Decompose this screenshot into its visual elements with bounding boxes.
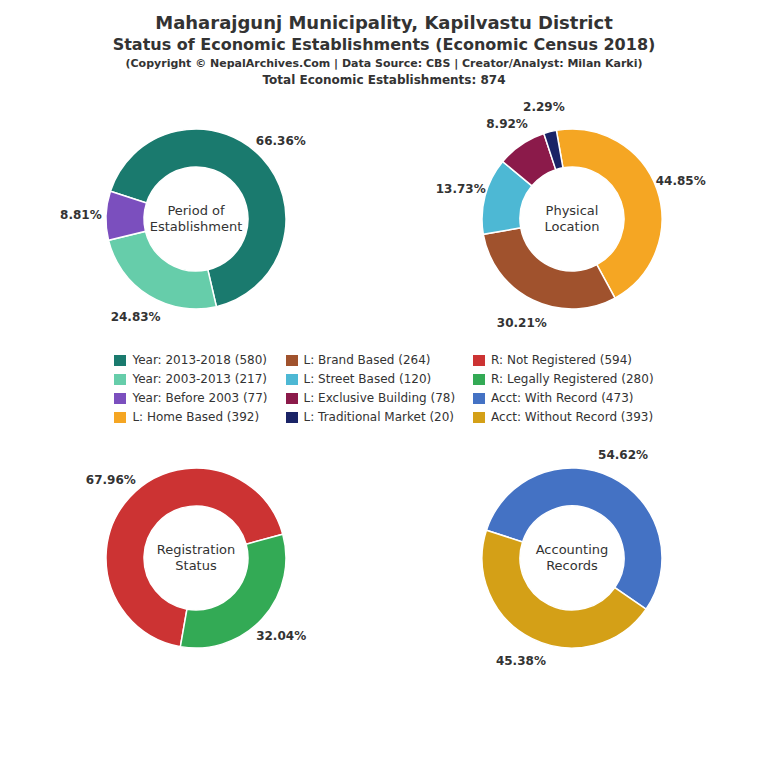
svg-text:2.29%: 2.29% xyxy=(523,100,565,114)
html-text:Period of: Period of xyxy=(167,203,225,218)
svg-text:44.85%: 44.85% xyxy=(656,174,706,188)
svg-text:32.04%: 32.04% xyxy=(256,629,306,643)
html-text:L: Home Based (392): L: Home Based (392) xyxy=(132,410,260,424)
html-text:Status of Economic Establishme: Status of Economic Establishments (Econo… xyxy=(112,35,656,54)
html-text:Year: 2003-2013 (217): Year: 2003-2013 (217) xyxy=(132,372,267,386)
html-text:Total Economic Establishments:: Total Economic Establishments: 874 xyxy=(262,73,506,87)
svg-text:45.38%: 45.38% xyxy=(496,654,546,668)
html-text:(Copyright © NepalArchives.Com: (Copyright © NepalArchives.Com | Data So… xyxy=(125,57,643,70)
html-text:Acct: With Record (473): Acct: With Record (473) xyxy=(491,391,634,405)
svg-text:13.73%: 13.73% xyxy=(436,182,486,196)
svg-text:67.96%: 67.96% xyxy=(86,473,136,487)
svg-text:8.81%: 8.81% xyxy=(60,208,102,222)
html-text:Records: Records xyxy=(546,558,598,573)
html-text:Maharajgunj Municipality, Kapi: Maharajgunj Municipality, Kapilvastu Dis… xyxy=(155,12,613,33)
html-text:L: Brand Based (264): L: Brand Based (264) xyxy=(303,353,431,367)
svg-text:54.62%: 54.62% xyxy=(598,448,648,462)
svg-text:30.21%: 30.21% xyxy=(497,316,547,330)
html-text:Location: Location xyxy=(544,219,600,234)
html-text:Status: Status xyxy=(175,558,217,573)
svg-text:8.92%: 8.92% xyxy=(486,117,528,131)
html-text:Year: 2013-2018 (580): Year: 2013-2018 (580) xyxy=(132,353,267,367)
html-text:L: Exclusive Building (78): L: Exclusive Building (78) xyxy=(303,391,456,405)
html-text:Establishment: Establishment xyxy=(149,219,243,234)
html-text:R: Not Registered (594): R: Not Registered (594) xyxy=(491,353,632,367)
html-text:Year: Before 2003 (77): Year: Before 2003 (77) xyxy=(132,391,268,405)
html-text:Registration: Registration xyxy=(156,542,236,557)
html-text:L: Traditional Market (20): L: Traditional Market (20) xyxy=(303,410,455,424)
html-text:Physical: Physical xyxy=(545,203,599,218)
html-text:Acct: Without Record (393): Acct: Without Record (393) xyxy=(491,410,654,424)
html-text:R: Legally Registered (280): R: Legally Registered (280) xyxy=(491,372,654,386)
svg-text:24.83%: 24.83% xyxy=(111,310,161,324)
svg-text:66.36%: 66.36% xyxy=(256,134,306,148)
html-text:L: Street Based (120): L: Street Based (120) xyxy=(303,372,432,386)
html-text:Accounting: Accounting xyxy=(535,542,609,557)
